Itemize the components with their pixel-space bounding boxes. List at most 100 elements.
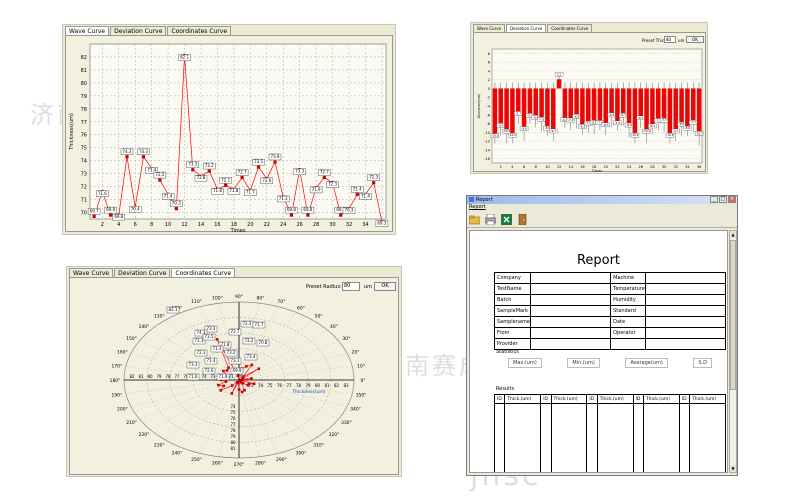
deviation-data-label: -7.9: [586, 121, 592, 125]
preset-thick-ok-button[interactable]: OK: [686, 36, 704, 43]
polar-data-point: [237, 388, 241, 391]
wave-yaxis-label: Thickness(um): [69, 113, 75, 151]
polar-data-label-box: [194, 329, 208, 337]
deviation-tabs: Wave Curve Deviation Curve Coordinates C…: [473, 24, 593, 32]
tab-coordinates-curve[interactable]: Coordinates Curve: [167, 26, 232, 36]
minimize-icon[interactable]: _: [710, 196, 718, 203]
deviation-data-label: -10.2: [666, 133, 673, 137]
exit-door-icon[interactable]: [517, 213, 528, 225]
polar-axis-label: Thickness(um): [292, 389, 326, 395]
report-app-icon: [469, 197, 474, 202]
print-icon[interactable]: [485, 213, 496, 225]
wave-data-label: 72.7: [238, 170, 247, 175]
polar-angle-label: 40°: [330, 324, 338, 330]
wave-xtick-label: 24: [280, 222, 286, 228]
info-field-label: Provider: [494, 338, 531, 350]
info-field-value: [529, 316, 612, 328]
preset-thick-input[interactable]: 80: [664, 36, 676, 43]
wave-data-point: [108, 213, 113, 217]
polar-angle-label: 250°: [191, 457, 202, 463]
tab-coordinates-curve[interactable]: Coordinates Curve: [547, 24, 593, 32]
open-folder-icon[interactable]: [469, 214, 480, 225]
deviation-data-label-box: [665, 133, 675, 138]
deviation-data-label: -10.2: [503, 129, 510, 133]
deviation-data-label-box: [601, 122, 610, 128]
deviation-data-label: -9.7: [551, 129, 557, 133]
info-field-value: [644, 283, 727, 295]
polar-data-point: [217, 383, 220, 387]
preset-radius-input[interactable]: 80: [342, 282, 360, 291]
polar-spoke: [238, 379, 348, 407]
wave-data-label: 71.4: [361, 193, 370, 198]
scroll-up-icon[interactable]: ▲: [730, 231, 736, 238]
wave-data-point: [141, 155, 146, 159]
info-field-label: From: [494, 327, 531, 339]
results-header-cell: Thick.(um): [689, 394, 726, 404]
polar-radial-tick-left: 71: [228, 374, 234, 379]
tab-wave-curve[interactable]: Wave Curve: [65, 26, 110, 36]
polar-spoke: [238, 320, 314, 381]
wave-data-label: 69.7: [90, 208, 99, 213]
info-row: Company Machine: [494, 272, 727, 284]
polar-data-point: [242, 375, 245, 378]
polar-angle-label: 340°: [350, 407, 361, 413]
excel-export-icon[interactable]: [501, 213, 512, 225]
wave-data-point: [322, 175, 326, 180]
info-field-label: Machine: [610, 272, 646, 284]
scroll-thumb[interactable]: [730, 240, 736, 390]
wave-data-label: 72.8: [197, 175, 206, 180]
polar-spoke: [181, 312, 240, 381]
wave-data-point: [306, 213, 310, 217]
deviation-ytick-label: -4: [487, 105, 491, 109]
polar-radial-tick-down: 76: [230, 416, 236, 421]
wave-data-label: 74.3: [123, 149, 132, 154]
wave-data-label-box: [96, 190, 109, 197]
tab-deviation-curve[interactable]: Deviation Curve: [506, 24, 547, 32]
deviation-xtick-label: 30: [662, 165, 666, 169]
polar-spoke: [218, 379, 240, 457]
wave-data-label: 69.8: [336, 207, 345, 212]
polar-data-label-box: [202, 333, 216, 341]
preset-radius-ok-button[interactable]: OK: [374, 282, 396, 291]
tab-coordinates-curve[interactable]: Coordinates Curve: [171, 268, 236, 278]
deviation-data-label: -5.7: [516, 111, 522, 115]
polar-angle-label: 310°: [313, 442, 324, 448]
report-info-table: Company Machine TestName Temperature Batch Hu…: [494, 272, 727, 350]
polar-data-label: 74.3: [197, 330, 206, 335]
info-field-value: [529, 272, 612, 284]
polar-data-label-box: [210, 345, 224, 353]
tab-wave-curve[interactable]: Wave Curve: [69, 268, 114, 278]
wave-xtick-label: 18: [231, 222, 237, 228]
deviation-xtick-label: 18: [592, 165, 596, 169]
wave-ytick-label: 81: [81, 68, 87, 74]
deviation-data-label: -9.6: [521, 127, 527, 131]
stat-max: Max.(um): [508, 358, 542, 368]
maximize-icon[interactable]: □: [719, 196, 727, 203]
info-field-value: [644, 327, 727, 339]
polar-angle-label: 220°: [139, 432, 150, 438]
wave-data-label: 70.4: [131, 206, 140, 211]
tab-wave-curve[interactable]: Wave Curve: [473, 24, 506, 32]
deviation-data-label: -8.6: [685, 126, 691, 130]
wave-data-label-box: [318, 169, 331, 176]
info-field-value: [529, 327, 612, 339]
tab-deviation-curve[interactable]: Deviation Curve: [110, 26, 167, 36]
menu-report[interactable]: Report: [469, 204, 486, 210]
deviation-data-label: -7.5: [539, 117, 545, 121]
wave-ytick-label: 78: [81, 107, 87, 113]
polar-data-label: 73.3: [207, 326, 216, 331]
close-icon[interactable]: ×: [728, 196, 736, 203]
report-scrollbar[interactable]: ▲ ▼: [729, 230, 737, 473]
report-toolbar: [467, 211, 737, 228]
polar-angle-label: 30°: [342, 336, 350, 342]
tab-deviation-curve[interactable]: Deviation Curve: [114, 268, 171, 278]
preset-thick-unit: um: [678, 38, 685, 43]
polar-data-point: [219, 389, 223, 392]
polar-data-point: [250, 363, 254, 367]
wave-data-label-box: [104, 206, 117, 214]
results-header-cell: ID: [493, 394, 506, 404]
scroll-down-icon[interactable]: ▼: [730, 465, 736, 472]
wave-data-point: [240, 175, 244, 180]
wave-xtick-label: 34: [362, 222, 368, 228]
